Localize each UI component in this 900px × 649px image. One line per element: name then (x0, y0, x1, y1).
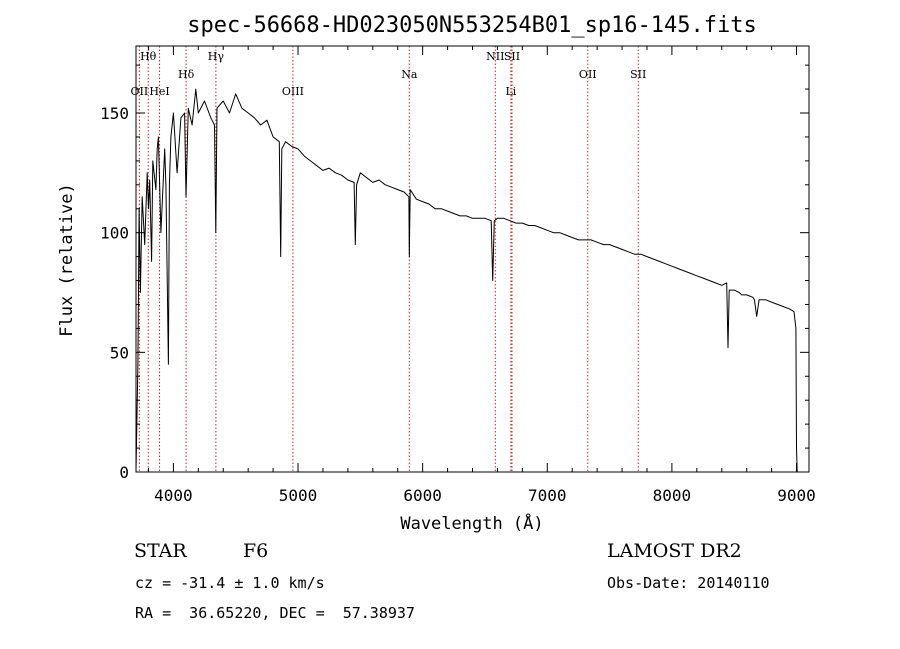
obs-date: Obs-Date: 20140110 (607, 574, 770, 592)
x-axis-ticks: 4000 5000 6000 7000 8000 9000 (147, 46, 816, 505)
line-label-5: OIII (282, 85, 304, 98)
coordinates: RA = 36.65220, DEC = 57.38937 (135, 604, 415, 622)
y-axis-ticks: 0 50 100 150 (100, 64, 809, 482)
plot-frame (135, 45, 810, 473)
spectrum-line (135, 88, 798, 473)
line-label-0: Hθ (140, 50, 157, 63)
x-axis-label: Wavelength (Å) (400, 512, 543, 534)
x-tick-label: 4000 (154, 486, 193, 505)
line-label-1: OII (131, 85, 149, 98)
line-label-6: Na (401, 68, 418, 81)
line-label-9: Li (505, 85, 516, 98)
y-tick-label: 100 (100, 224, 129, 243)
line-label-8: SII (504, 50, 520, 63)
x-tick-label: 6000 (403, 486, 442, 505)
x-tick-label: 9000 (777, 486, 816, 505)
line-label-2: HeI (149, 85, 169, 98)
line-label-11: SII (630, 68, 646, 81)
x-tick-label: 5000 (279, 486, 318, 505)
line-label-4: Hγ (208, 50, 225, 63)
spectrum-series (135, 88, 798, 473)
line-label-3: Hδ (178, 68, 195, 81)
object-subclass: F6 (243, 540, 269, 562)
redshift-cz: cz = -31.4 ± 1.0 km/s (135, 574, 325, 592)
y-axis-label: Flux (relative) (57, 183, 77, 337)
y-tick-label: 150 (100, 104, 129, 123)
line-label-10: OII (579, 68, 597, 81)
x-tick-label: 7000 (528, 486, 567, 505)
y-tick-label: 0 (119, 463, 129, 482)
x-tick-label: 8000 (653, 486, 692, 505)
line-label-7: NII (486, 50, 504, 63)
survey-name: LAMOST DR2 (607, 540, 742, 562)
chart-title: spec-56668-HD023050N553254B01_sp16-145.f… (187, 13, 757, 38)
object-class: STAR (134, 540, 187, 562)
y-tick-label: 50 (110, 343, 129, 362)
